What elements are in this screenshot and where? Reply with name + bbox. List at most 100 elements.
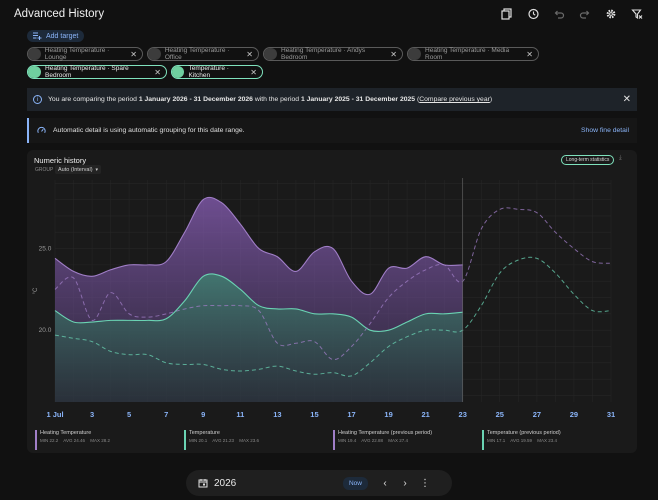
comparison-period-previous: 1 January 2025 - 31 December 2025	[300, 96, 416, 103]
legend-item[interactable]: Heating Temperature (previous period) MI…	[333, 430, 482, 450]
chip-label: Heating Temperature · Andys Bedroom	[281, 47, 366, 61]
x-tick-label: 17	[347, 410, 355, 419]
undo-icon[interactable]	[552, 7, 566, 21]
x-tick-label: 7	[164, 410, 168, 419]
thermometer-icon	[28, 48, 41, 60]
compare-previous-year-link[interactable]: Compare previous year	[419, 96, 490, 103]
group-select-value: Auto (Interval)	[58, 166, 93, 173]
numeric-history-card: 20.0 25.0 °C 1 Jul 3 5 7 9 11 13 15 17 19 21 23 25 27 29 3…	[27, 150, 637, 453]
comparison-middle: with the period	[254, 96, 300, 103]
chip-media-room[interactable]: Heating Temperature · Media Room ✕	[407, 47, 539, 61]
redo-icon[interactable]	[578, 7, 592, 21]
thermometer-icon	[28, 66, 42, 78]
legend-name: Heating Temperature	[40, 430, 92, 436]
show-fine-detail-button[interactable]: Show fine detail	[581, 127, 629, 134]
series-temperature-line	[54, 273, 463, 333]
thermometer-icon	[264, 48, 277, 60]
group-select[interactable]: Auto (Interval) ▾	[55, 165, 102, 174]
chip-row-2: Heating Temperature · Spare Bedroom ✕ Te…	[27, 65, 647, 79]
card-title: Numeric history	[34, 156, 87, 165]
legend-item[interactable]: Temperature MIN 20.1 AVG 21.23 MAX 23.6	[184, 430, 333, 450]
page-title: Advanced History	[14, 8, 105, 20]
x-tick-label: 25	[496, 410, 504, 419]
thermometer-icon	[408, 48, 422, 60]
download-icon[interactable]: ⤓	[619, 155, 622, 161]
chip-label: Heating Temperature · Lounge	[44, 47, 110, 61]
x-tick-label: 29	[570, 410, 578, 419]
app-header: Advanced History	[0, 0, 658, 28]
legend-stats: MIN 20.1 AVG 21.23 MAX 23.6	[189, 438, 333, 443]
legend-avg: AVG 22.88	[361, 438, 383, 443]
year-label[interactable]: 2026	[214, 477, 237, 489]
chip-andys-bedroom[interactable]: Heating Temperature · Andys Bedroom ✕	[263, 47, 403, 61]
comparison-prefix: You are comparing the period	[48, 96, 137, 103]
chip-label: Heating Temperature · Media Room	[425, 47, 510, 61]
long-term-statistics-badge[interactable]: Long-term statistics	[561, 155, 615, 165]
chip-office[interactable]: Heating Temperature · Office ✕	[147, 47, 259, 61]
legend-avg: AVG 24.46	[63, 438, 85, 443]
now-button[interactable]: Now	[342, 476, 368, 490]
automatic-detail-banner: Automatic detail is using automatic grou…	[27, 118, 637, 143]
legend-min: MIN 19.4	[338, 438, 357, 443]
x-tick-label: 9	[201, 410, 205, 419]
comparison-info-banner: i You are comparing the period 1 January…	[27, 88, 637, 111]
x-tick-label: 23	[459, 410, 467, 419]
legend-name: Heating Temperature (previous period)	[338, 430, 433, 436]
legend-max: MAX 27.4	[388, 438, 408, 443]
copy-icon[interactable]	[500, 7, 514, 21]
comparison-period-current: 1 January 2026 - 31 December 2026	[138, 96, 253, 103]
y-axis-unit: °C	[33, 287, 39, 294]
x-tick-label: 1 Jul	[46, 410, 63, 419]
header-toolbar	[500, 7, 644, 21]
close-icon[interactable]: ✕	[390, 49, 397, 59]
legend-min: MIN 22.2	[40, 438, 59, 443]
calendar-icon[interactable]	[198, 478, 208, 488]
legend-stats: MIN 19.4 AVG 22.88 MAX 27.4	[338, 438, 482, 443]
close-icon[interactable]: ✕	[622, 94, 631, 105]
x-tick-label: 21	[421, 410, 429, 419]
legend-min: MIN 20.1	[189, 438, 208, 443]
info-icon: i	[33, 95, 42, 104]
chevron-left-icon[interactable]: ‹	[383, 477, 387, 489]
legend-stats: MIN 17.1 AVG 19.59 MAX 23.4	[487, 438, 631, 443]
chevron-right-icon[interactable]: ›	[403, 477, 407, 489]
legend-min: MIN 17.1	[487, 438, 506, 443]
x-tick-label: 19	[384, 410, 392, 419]
history-chart[interactable]: 20.0 25.0 °C 1 Jul 3 5 7 9 11 13 15 17 19 21 23 25 27 29 3…	[27, 150, 637, 430]
close-icon[interactable]: ✕	[154, 67, 161, 77]
settings-icon[interactable]	[604, 7, 618, 21]
speed-icon	[37, 126, 46, 133]
legend-avg: AVG 21.23	[212, 438, 234, 443]
close-icon[interactable]: ✕	[526, 49, 533, 59]
chip-kitchen[interactable]: Temperature · Kitchen ✕	[171, 65, 263, 79]
chip-lounge[interactable]: Heating Temperature · Lounge ✕	[27, 47, 143, 61]
chip-label: Heating Temperature · Spare Bedroom	[45, 65, 129, 79]
close-icon[interactable]: ✕	[130, 49, 137, 59]
chip-row-1: Heating Temperature · Lounge ✕ Heating T…	[27, 47, 647, 61]
thermometer-icon	[172, 66, 185, 78]
series-heating-temperature-line	[54, 196, 463, 296]
legend-name: Temperature	[189, 430, 220, 436]
add-target-button[interactable]: Add target	[27, 30, 85, 42]
chip-label: Temperature · Kitchen	[188, 65, 229, 79]
chip-spare-bedroom[interactable]: Heating Temperature · Spare Bedroom ✕	[27, 65, 167, 79]
legend-item[interactable]: Heating Temperature MIN 22.2 AVG 24.46 M…	[35, 430, 184, 450]
chart-legend: Heating Temperature MIN 22.2 AVG 24.46 M…	[35, 430, 631, 450]
filter-off-icon[interactable]	[630, 7, 644, 21]
close-icon[interactable]: ✕	[246, 49, 253, 59]
group-label: GROUP	[35, 167, 54, 173]
legend-max: MAX 23.4	[537, 438, 557, 443]
history-icon[interactable]	[526, 7, 540, 21]
y-tick-label: 20.0	[39, 327, 52, 334]
chevron-down-icon: ▾	[95, 166, 99, 173]
x-tick-label: 27	[533, 410, 541, 419]
x-tick-label: 3	[90, 410, 94, 419]
more-vertical-icon[interactable]: ⋮	[420, 477, 430, 489]
x-tick-label: 13	[273, 410, 281, 419]
legend-item[interactable]: Temperature (previous period) MIN 17.1 A…	[482, 430, 631, 450]
x-tick-label: 15	[310, 410, 318, 419]
date-navigator: 2026 Now ‹ › ⋮	[186, 470, 452, 496]
legend-max: MAX 28.2	[90, 438, 110, 443]
automatic-detail-text: Automatic detail is using automatic grou…	[53, 127, 245, 134]
close-icon[interactable]: ✕	[250, 67, 257, 77]
